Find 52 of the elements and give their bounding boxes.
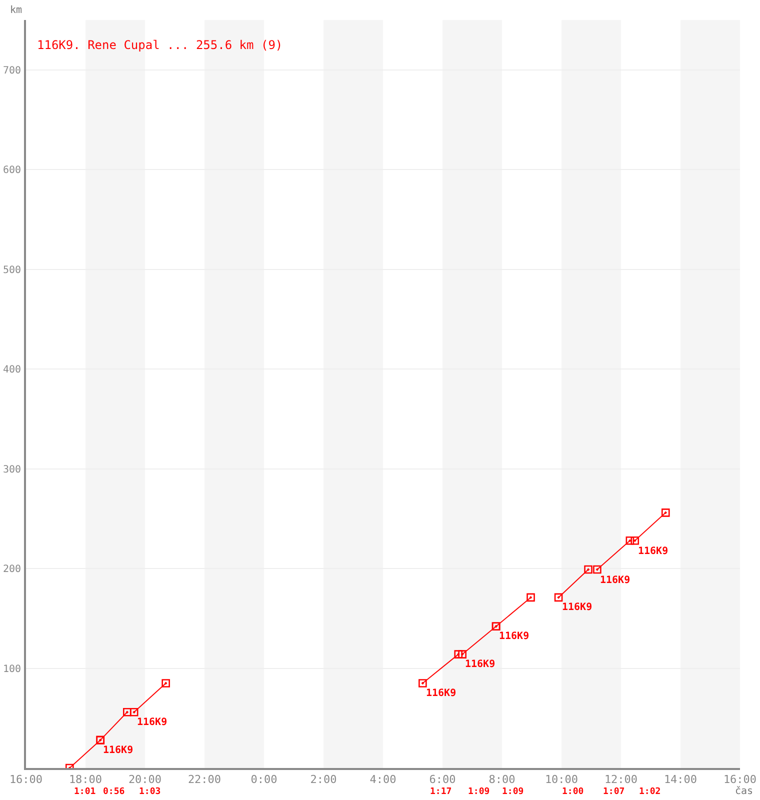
x-tick-label: 14:00	[664, 773, 698, 786]
y-tick-label: 200	[2, 564, 21, 576]
text: 116K9. Rene Cupal ... 255.6 km (9)	[37, 38, 283, 52]
x-tick-label: 6:00	[429, 773, 456, 786]
text: 1:17	[430, 787, 452, 797]
annotation: 116K9	[426, 688, 456, 699]
text: 1:03	[139, 787, 161, 797]
x-tick-label: 22:00	[188, 773, 222, 786]
annotation: 116K9	[562, 602, 592, 613]
text: 1:09	[502, 787, 524, 797]
text: 0:56	[103, 787, 125, 797]
annotation: 116K9	[137, 717, 168, 728]
x-tick-label: 4:00	[370, 773, 396, 786]
y-tick-label: 100	[2, 664, 21, 675]
point	[630, 536, 640, 545]
x-tick-label: 20:00	[128, 773, 162, 786]
x-tick-label: 0:00	[250, 773, 278, 786]
y-tick-label: 400	[2, 364, 21, 376]
point	[626, 536, 634, 545]
point	[554, 593, 563, 602]
text: 1:07	[603, 787, 625, 797]
x-tick-label: 8:00	[488, 773, 516, 786]
annotation: 116K9	[103, 745, 134, 756]
x-tick-label: 10:00	[544, 773, 578, 786]
text: 1:01	[74, 787, 96, 797]
point	[130, 708, 138, 716]
annotation: 116K9	[465, 659, 496, 670]
x-tick-label: 2:00	[310, 773, 337, 786]
annotation: 116K9	[600, 575, 630, 586]
y-tick-label: 500	[2, 264, 21, 276]
point	[593, 565, 602, 574]
x-axis-title: čas	[735, 786, 754, 797]
point	[454, 650, 463, 658]
point	[526, 593, 535, 602]
x-tick-label: 18:00	[68, 773, 102, 786]
text: 1:09	[468, 787, 490, 797]
point	[584, 565, 592, 574]
annotation: 116K9	[638, 546, 668, 557]
y-tick-label: 600	[2, 165, 21, 176]
text: 1:00	[562, 787, 584, 797]
point	[418, 679, 427, 688]
x-tick-label: 16:00	[723, 773, 757, 786]
x-tick-label: 16:00	[9, 773, 43, 786]
y-axis-title: km	[10, 5, 22, 16]
text: 1:02	[639, 787, 661, 797]
x-tick-label: 12:00	[604, 773, 638, 786]
y-tick-label: 700	[2, 65, 21, 76]
point	[123, 708, 132, 716]
point	[162, 679, 170, 688]
annotation: 116K9	[499, 631, 530, 642]
y-tick-label: 300	[2, 464, 21, 476]
point	[661, 508, 670, 517]
